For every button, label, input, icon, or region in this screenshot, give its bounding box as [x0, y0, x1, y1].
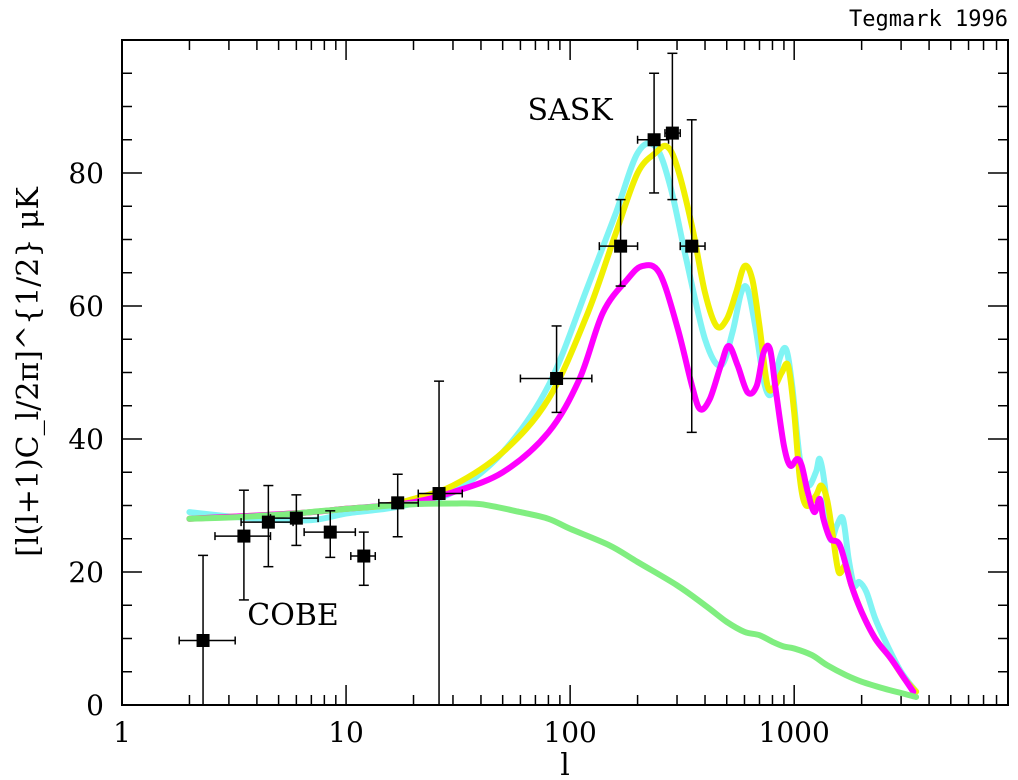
series-line-1 [186, 142, 920, 695]
data-point-marker [391, 496, 405, 510]
y-tick-label: 60 [68, 290, 104, 323]
data-point-marker [289, 511, 303, 525]
annotation-sask: SASK [528, 93, 614, 128]
data-point [417, 380, 463, 705]
model-curves [186, 140, 920, 700]
data-point-marker [237, 529, 251, 543]
x-major-ticks [121, 40, 795, 705]
x-tick-label: 100 [543, 716, 596, 749]
series-line-3 [186, 500, 920, 700]
x-minor-ticks [188, 40, 998, 705]
y-tick-label: 20 [68, 556, 104, 589]
y-ticks [122, 72, 1008, 706]
data-point-marker [614, 239, 628, 253]
series-line-2 [186, 262, 917, 695]
data-point [178, 554, 236, 705]
data-point [269, 494, 319, 547]
data-point-marker [550, 371, 564, 385]
annotation-cobe: COBE [247, 598, 339, 633]
data-point [664, 52, 681, 201]
data-points [178, 52, 706, 705]
data-point [378, 473, 420, 538]
x-axis-title: l [560, 748, 570, 780]
data-point [679, 119, 706, 434]
data-point-marker [685, 239, 699, 253]
credit-label: Tegmark 1996 [849, 7, 1008, 32]
x-tick-label: 1000 [759, 716, 830, 749]
data-point [240, 484, 294, 568]
data-point-marker [323, 525, 337, 539]
y-tick-label: 80 [68, 157, 104, 190]
x-tick-label: 10 [328, 716, 364, 749]
x-tick-labels: 1 10 100 1000 [113, 716, 830, 749]
data-point [636, 72, 670, 194]
data-point-marker [647, 133, 661, 147]
data-point [519, 325, 593, 414]
y-tick-label: 40 [68, 423, 104, 456]
data-point-marker [357, 549, 371, 563]
x-tick-label: 1 [113, 716, 131, 749]
y-tick-labels: 0 20 40 60 80 [68, 157, 104, 722]
y-axis-title: [l(l+1)C_l/2π]^{1/2} μK [11, 187, 46, 557]
data-point [214, 489, 272, 601]
data-point [598, 198, 639, 287]
data-point-marker [432, 487, 446, 501]
data-point-marker [196, 633, 210, 647]
y-tick-label: 0 [86, 689, 104, 722]
data-point-marker [665, 126, 679, 140]
data-point [303, 510, 357, 559]
data-point [350, 531, 377, 587]
